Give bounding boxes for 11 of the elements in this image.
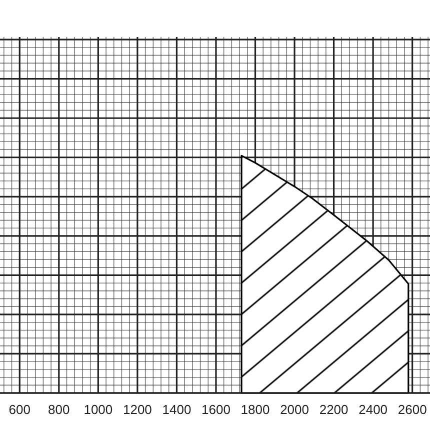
x-tick-label: 2600	[398, 402, 427, 418]
x-tick-label: 2200	[319, 402, 348, 418]
x-tick-label: 1600	[202, 402, 230, 418]
x-tick-label: 600	[8, 402, 30, 418]
x-tick-label: 1800	[240, 402, 270, 418]
x-tick-label: 2400	[358, 402, 388, 418]
x-tick-label: 1400	[162, 402, 192, 418]
x-tick-label: 2000	[280, 402, 309, 418]
x-tick-label: 1000	[84, 402, 113, 418]
x-tick-label: 800	[48, 402, 70, 418]
x-tick-label: 1200	[122, 402, 152, 418]
